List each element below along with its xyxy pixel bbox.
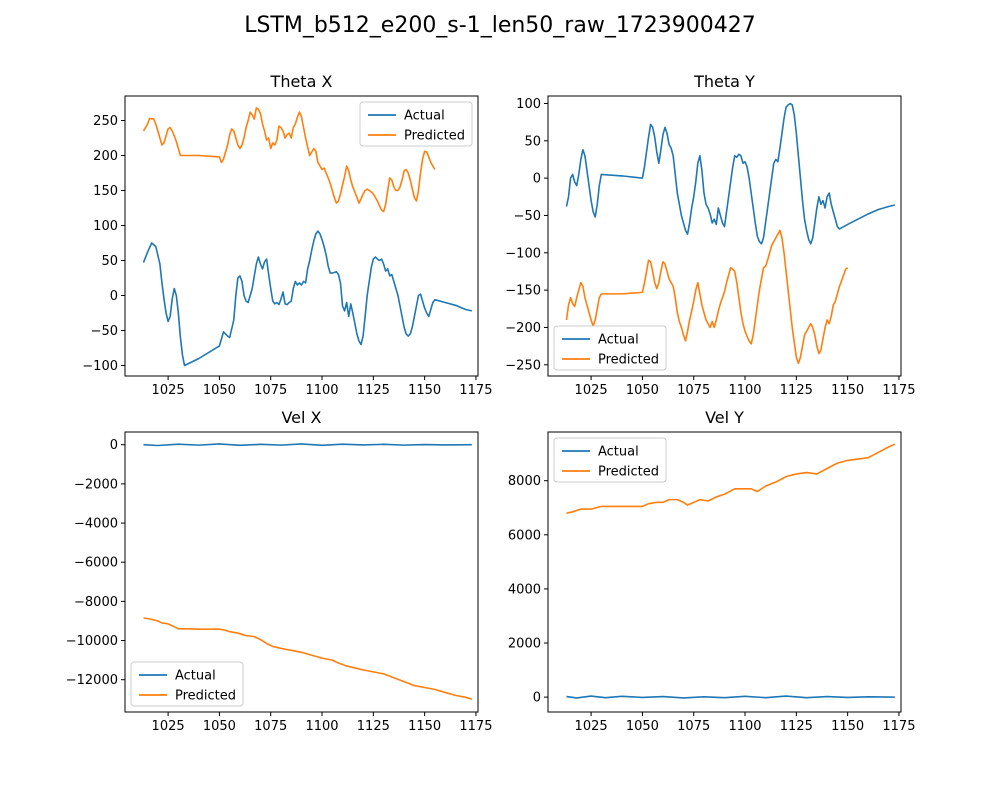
plot-frame [124,95,479,377]
y-tick-label: −150 [505,284,541,299]
x-tick-label: 1050 [203,383,236,398]
y-tick-label: −100 [505,246,541,261]
y-tick-label: −250 [505,358,541,373]
y-tick-label: −12000 [66,673,118,688]
x-tick-label: 1175 [459,383,492,398]
legend-label-predicted: Predicted [598,465,659,480]
y-tick-label: −6000 [74,556,118,571]
y-tick-label: −8000 [74,595,118,610]
subplot-theta-x: Theta X 1025 1050 1075 1100 1125 1150 1175 −100 −… [82,72,492,398]
x-tick-label: 1175 [882,383,915,398]
legend-label-predicted: Predicted [598,353,659,368]
x-tick-label: 1125 [357,719,390,734]
y-tick-label: 0 [110,289,118,304]
y-tick-label: −4000 [74,517,118,532]
x-tick-label: 1050 [203,719,236,734]
y-tick-label: 100 [516,97,541,112]
x-tick-label: 1175 [459,719,492,734]
y-tick-label: 250 [93,114,118,129]
x-tick-label: 1150 [831,383,864,398]
series-line-predicted [142,107,436,213]
plot-frame [547,431,902,713]
figure-suptitle: LSTM_b512_e200_s-1_len50_raw_1723900427 [244,13,756,38]
subplot-title: Theta X [270,72,333,91]
x-tick-label: 1075 [677,719,710,734]
series-line-actual [566,695,895,699]
x-tick-label: 1100 [305,719,338,734]
subplot-vel-y: Vel Y 1025 1050 1075 1100 1125 1150 1175 0 2000 40… [508,408,916,734]
y-tick-label: 4000 [508,582,541,597]
legend-label-actual: Actual [175,669,216,684]
x-tick-label: 1025 [575,383,608,398]
series-line-actual [142,230,473,367]
y-tick-label: 200 [93,149,118,164]
plot-frame [124,431,479,713]
x-tick-label: 1050 [626,719,659,734]
y-tick-label: −200 [505,321,541,336]
x-tick-label: 1150 [408,383,441,398]
x-tick-label: 1125 [780,719,813,734]
x-tick-label: 1025 [152,383,185,398]
x-tick-label: 1150 [408,719,441,734]
x-tick-label: 1125 [780,383,813,398]
legend: Actual Predicted [359,101,473,147]
x-tick-label: 1100 [728,719,761,734]
legend: Actual Predicted [553,325,667,371]
y-tick-label: −50 [514,209,541,224]
series-line-predicted [565,229,849,365]
y-tick-label: 8000 [508,474,541,489]
y-tick-label: 50 [101,254,118,269]
x-tick-label: 1050 [626,383,659,398]
y-tick-label: 150 [93,184,118,199]
y-tick-label: 2000 [508,637,541,652]
legend-label-actual: Actual [598,445,639,460]
subplot-theta-y: Theta Y 1025 1050 1075 1100 1125 1150 1175 −250 −… [505,72,915,398]
series-line-actual [565,102,896,245]
x-tick-label: 1100 [728,383,761,398]
y-tick-label: 50 [524,134,541,149]
y-tick-label: −50 [91,324,118,339]
y-tick-label: 0 [110,438,118,453]
legend-label-predicted: Predicted [175,689,236,704]
x-tick-label: 1075 [677,383,710,398]
series-line-actual [143,443,472,447]
x-tick-label: 1025 [575,719,608,734]
y-tick-label: 0 [533,172,541,187]
legend: Actual Predicted [553,437,667,483]
y-tick-label: −2000 [74,477,118,492]
x-tick-label: 1175 [882,719,915,734]
series-line-predicted [566,443,896,514]
x-tick-label: 1075 [254,719,287,734]
plot-frame [547,95,902,377]
legend-label-predicted: Predicted [404,129,465,144]
y-tick-label: 6000 [508,528,541,543]
x-tick-label: 1125 [357,383,390,398]
x-tick-label: 1025 [152,719,185,734]
legend-label-actual: Actual [404,109,445,124]
subplot-vel-x: Vel X 1025 1050 1075 1100 1125 1150 1175 −12000 −… [66,408,493,734]
subplot-title: Vel X [281,408,321,427]
y-tick-label: 100 [93,219,118,234]
series-line-predicted [143,617,473,701]
y-tick-label: −100 [82,359,118,374]
legend-label-actual: Actual [598,333,639,348]
subplot-title: Vel Y [705,408,744,427]
axes-layer: Theta X 1025 1050 1075 1100 1125 1150 1175 −100 −… [66,72,916,734]
x-tick-label: 1150 [831,719,864,734]
y-tick-label: 0 [533,691,541,706]
x-tick-label: 1100 [305,383,338,398]
legend: Actual Predicted [130,661,244,707]
y-tick-label: −10000 [66,634,118,649]
subplot-title: Theta Y [693,72,755,91]
x-tick-label: 1075 [254,383,287,398]
